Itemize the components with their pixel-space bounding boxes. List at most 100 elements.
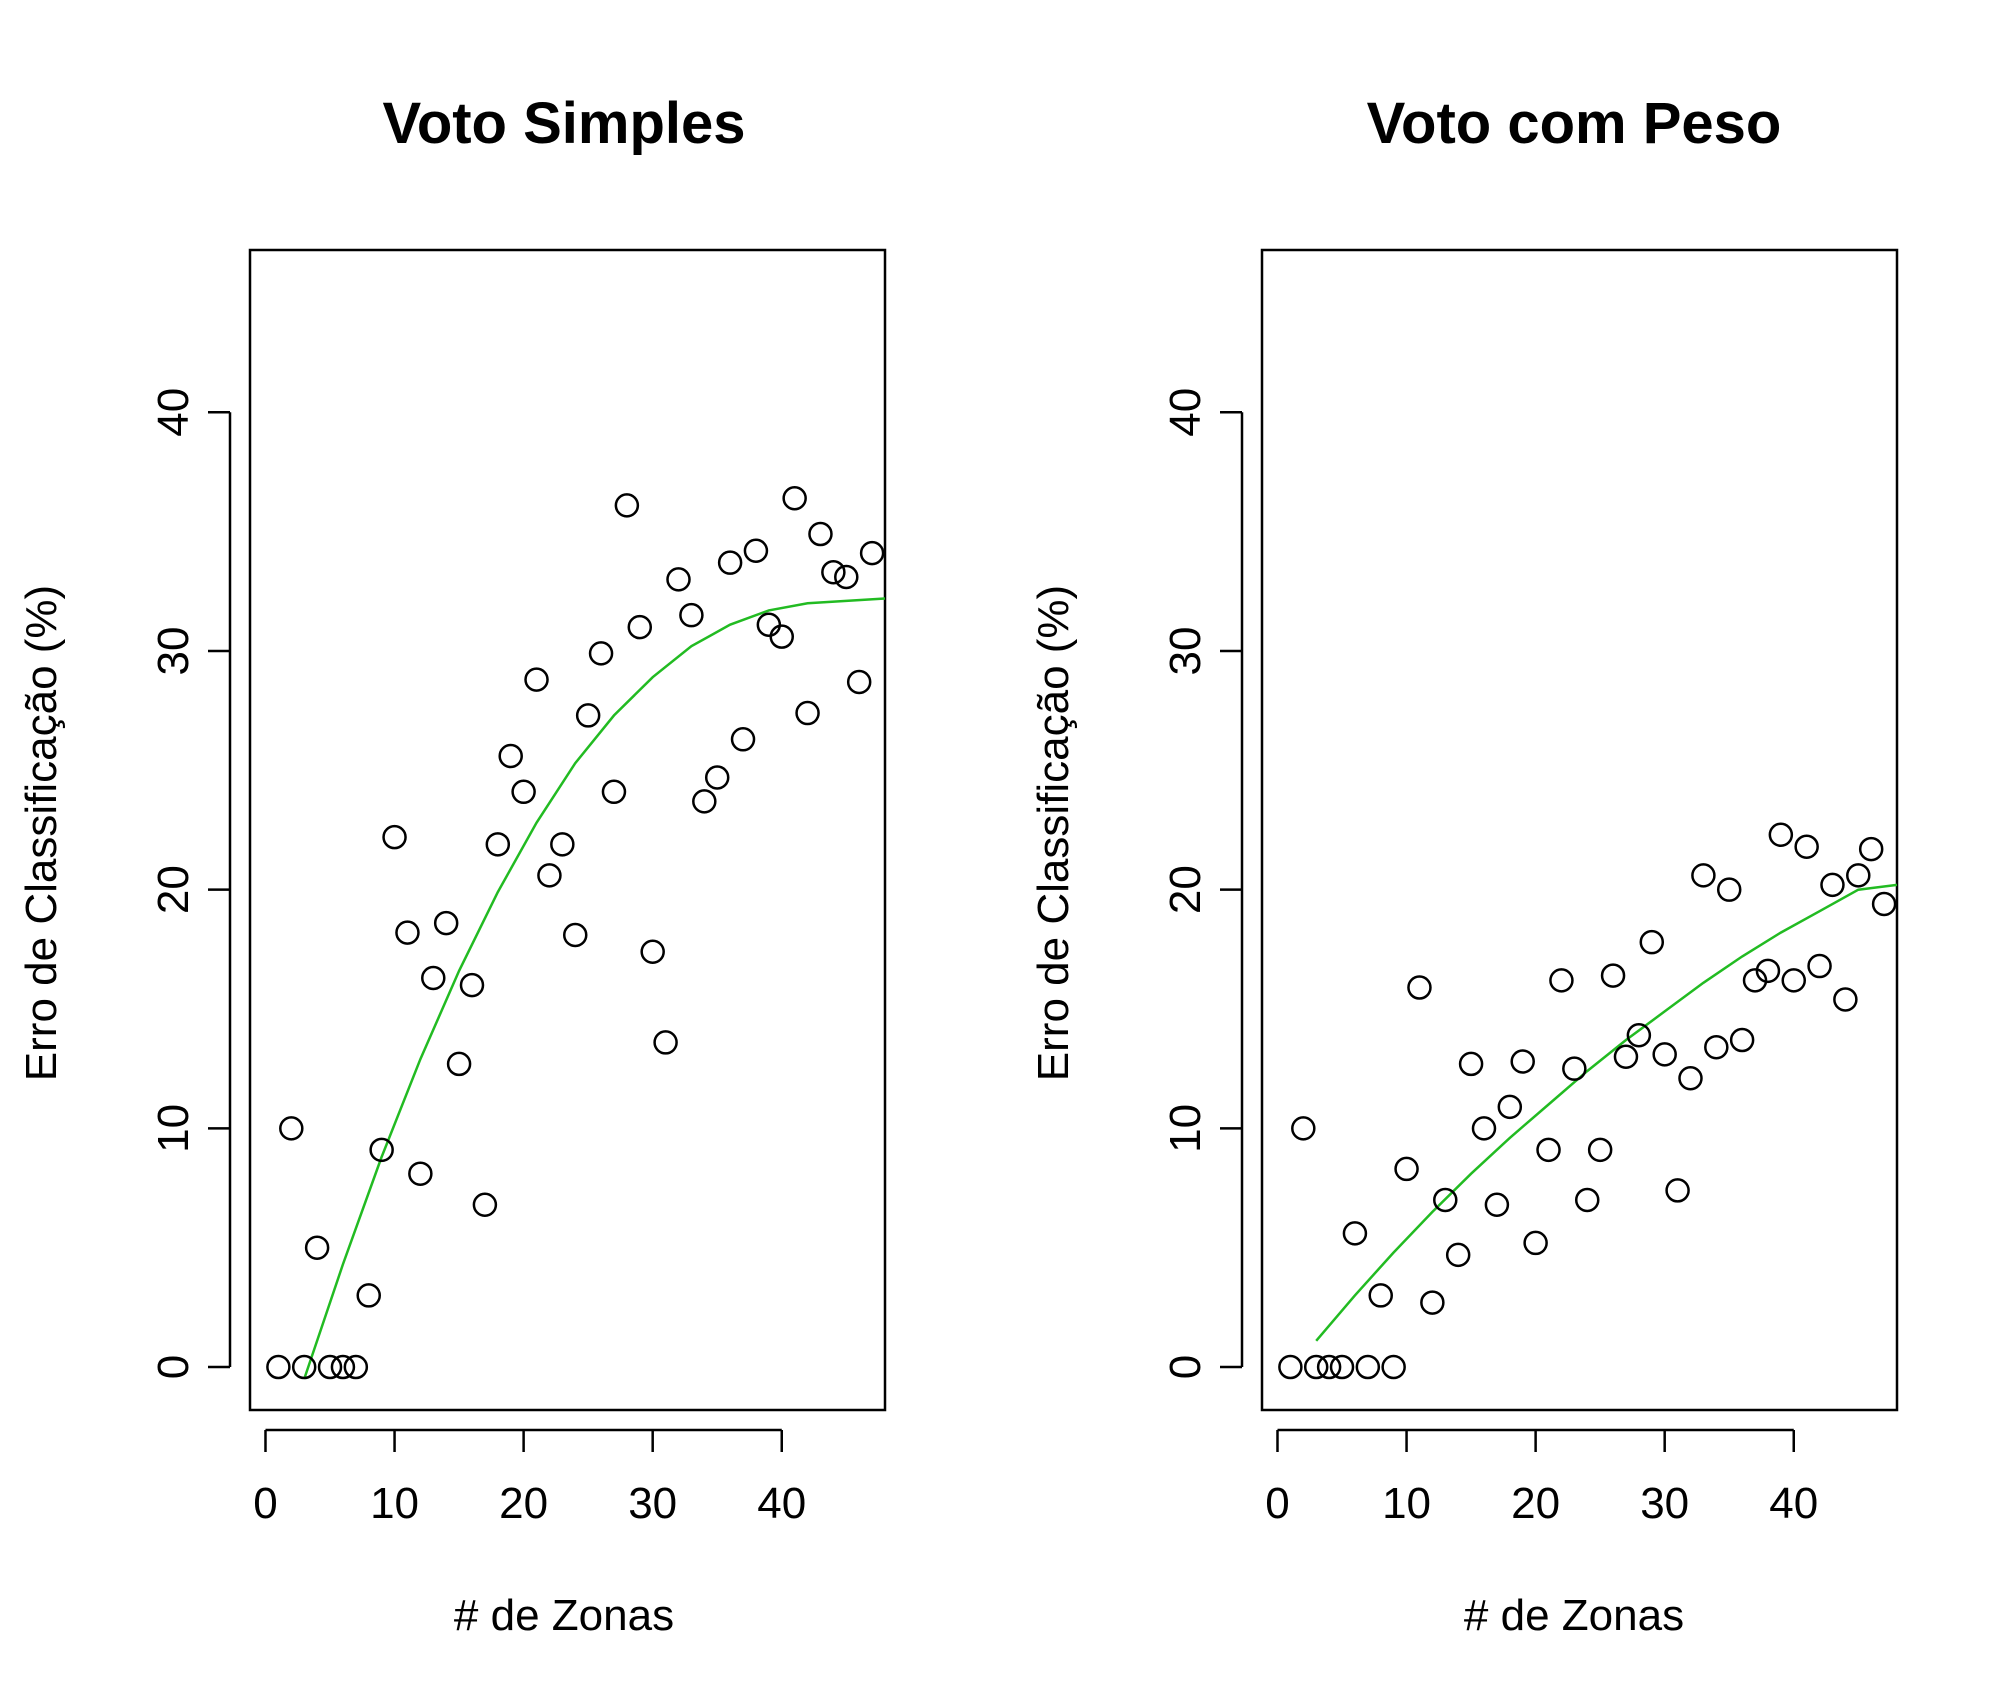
data-point [304, 1235, 330, 1260]
data-point [1613, 1044, 1639, 1069]
data-point [1355, 1354, 1381, 1380]
x-tick-label: 30 [1640, 1479, 1689, 1528]
plot-frame [1260, 248, 1899, 1412]
data-point [1846, 863, 1871, 888]
data-point [498, 743, 523, 769]
data-point [1820, 872, 1845, 898]
data-point [266, 1354, 291, 1380]
fit-curve [1315, 883, 1898, 1342]
data-point [472, 1192, 498, 1217]
data-point [1858, 836, 1884, 862]
data-point [1742, 968, 1768, 993]
data-point [1626, 1023, 1652, 1048]
data-point [743, 538, 769, 563]
data-point [1278, 1354, 1303, 1380]
x-tick-label: 30 [628, 1479, 677, 1528]
panel-title: Voto com Peso [1367, 91, 1782, 156]
data-point [433, 910, 459, 936]
data-point [1562, 1056, 1587, 1081]
data-point [291, 1354, 317, 1380]
panel-voto-com-peso: Voto com Peso # de Zonas Erro de Classif… [1029, 91, 1899, 1640]
data-point [1871, 891, 1897, 917]
x-tick-label: 0 [253, 1479, 277, 1528]
data-point [1368, 1283, 1393, 1308]
data-point [1652, 1042, 1677, 1067]
data-point [485, 832, 511, 857]
x-tick-label: 40 [757, 1479, 806, 1528]
y-tick-label: 20 [1161, 865, 1210, 914]
y-tick-label: 40 [1161, 388, 1210, 437]
data-point [614, 493, 640, 518]
data-point [1794, 834, 1819, 859]
data-point [653, 1030, 678, 1055]
x-axis-label: # de Zonas [1464, 1591, 1684, 1640]
data-point [717, 550, 743, 575]
data-point [1768, 822, 1794, 848]
data-point [1665, 1178, 1690, 1203]
data-point [537, 863, 562, 888]
data-point [511, 779, 536, 805]
data-point [1691, 863, 1716, 888]
data-point [1510, 1049, 1535, 1074]
data-point [343, 1354, 369, 1380]
data-point [1678, 1065, 1703, 1091]
data-point [1484, 1192, 1510, 1217]
x-tick-label: 40 [1769, 1479, 1818, 1528]
y-tick-label: 30 [1161, 627, 1210, 676]
data-point [1549, 968, 1574, 993]
data-point [1342, 1221, 1368, 1246]
data-point [1445, 1242, 1471, 1268]
y-tick-label: 0 [149, 1355, 198, 1379]
data-point [408, 1161, 433, 1186]
y-tick-label: 10 [1161, 1104, 1210, 1153]
y-tick-label: 30 [149, 627, 198, 676]
panel-title: Voto Simples [382, 91, 745, 156]
data-point [588, 641, 614, 666]
data-point [1587, 1137, 1613, 1163]
data-point [846, 669, 872, 695]
data-point [1755, 958, 1781, 984]
data-point [1471, 1116, 1497, 1141]
y-axis-label: Erro de Classificação (%) [1029, 585, 1078, 1081]
data-point [1420, 1290, 1445, 1315]
data-point [782, 485, 807, 511]
data-point [601, 779, 627, 805]
x-tick-label: 0 [1265, 1479, 1289, 1528]
data-point [1600, 963, 1626, 988]
x-tick-label: 20 [499, 1479, 548, 1528]
data-point [769, 624, 794, 649]
data-point [317, 1354, 343, 1380]
data-point [756, 612, 782, 637]
data-point [1291, 1116, 1316, 1141]
data-point [1394, 1156, 1419, 1182]
data-point [859, 540, 885, 566]
data-point [1497, 1094, 1523, 1120]
x-axis-label: # de Zonas [454, 1591, 674, 1640]
data-point [627, 614, 653, 640]
panel-voto-simples: Voto Simples # de Zonas Erro de Classifi… [17, 91, 887, 1640]
data-point [1729, 1027, 1755, 1053]
data-point [1458, 1051, 1484, 1077]
data-point [692, 789, 717, 814]
data-point [279, 1116, 304, 1141]
data-point [640, 939, 665, 964]
data-point [1716, 877, 1742, 902]
x-tick-label: 10 [370, 1479, 419, 1528]
data-point [1704, 1034, 1729, 1060]
data-point [1433, 1187, 1458, 1213]
data-point [562, 922, 588, 948]
data-point [795, 700, 820, 726]
data-point [575, 703, 601, 728]
data-point [1303, 1354, 1329, 1380]
data-point [330, 1354, 356, 1380]
data-point [356, 1283, 381, 1308]
plot-frame [248, 248, 887, 1412]
data-point [1781, 968, 1806, 993]
data-point [1316, 1354, 1342, 1380]
data-point [421, 965, 446, 991]
y-tick-label: 10 [149, 1104, 198, 1153]
x-tick-label: 10 [1382, 1479, 1431, 1528]
data-point [1639, 929, 1665, 955]
data-point [459, 972, 485, 998]
